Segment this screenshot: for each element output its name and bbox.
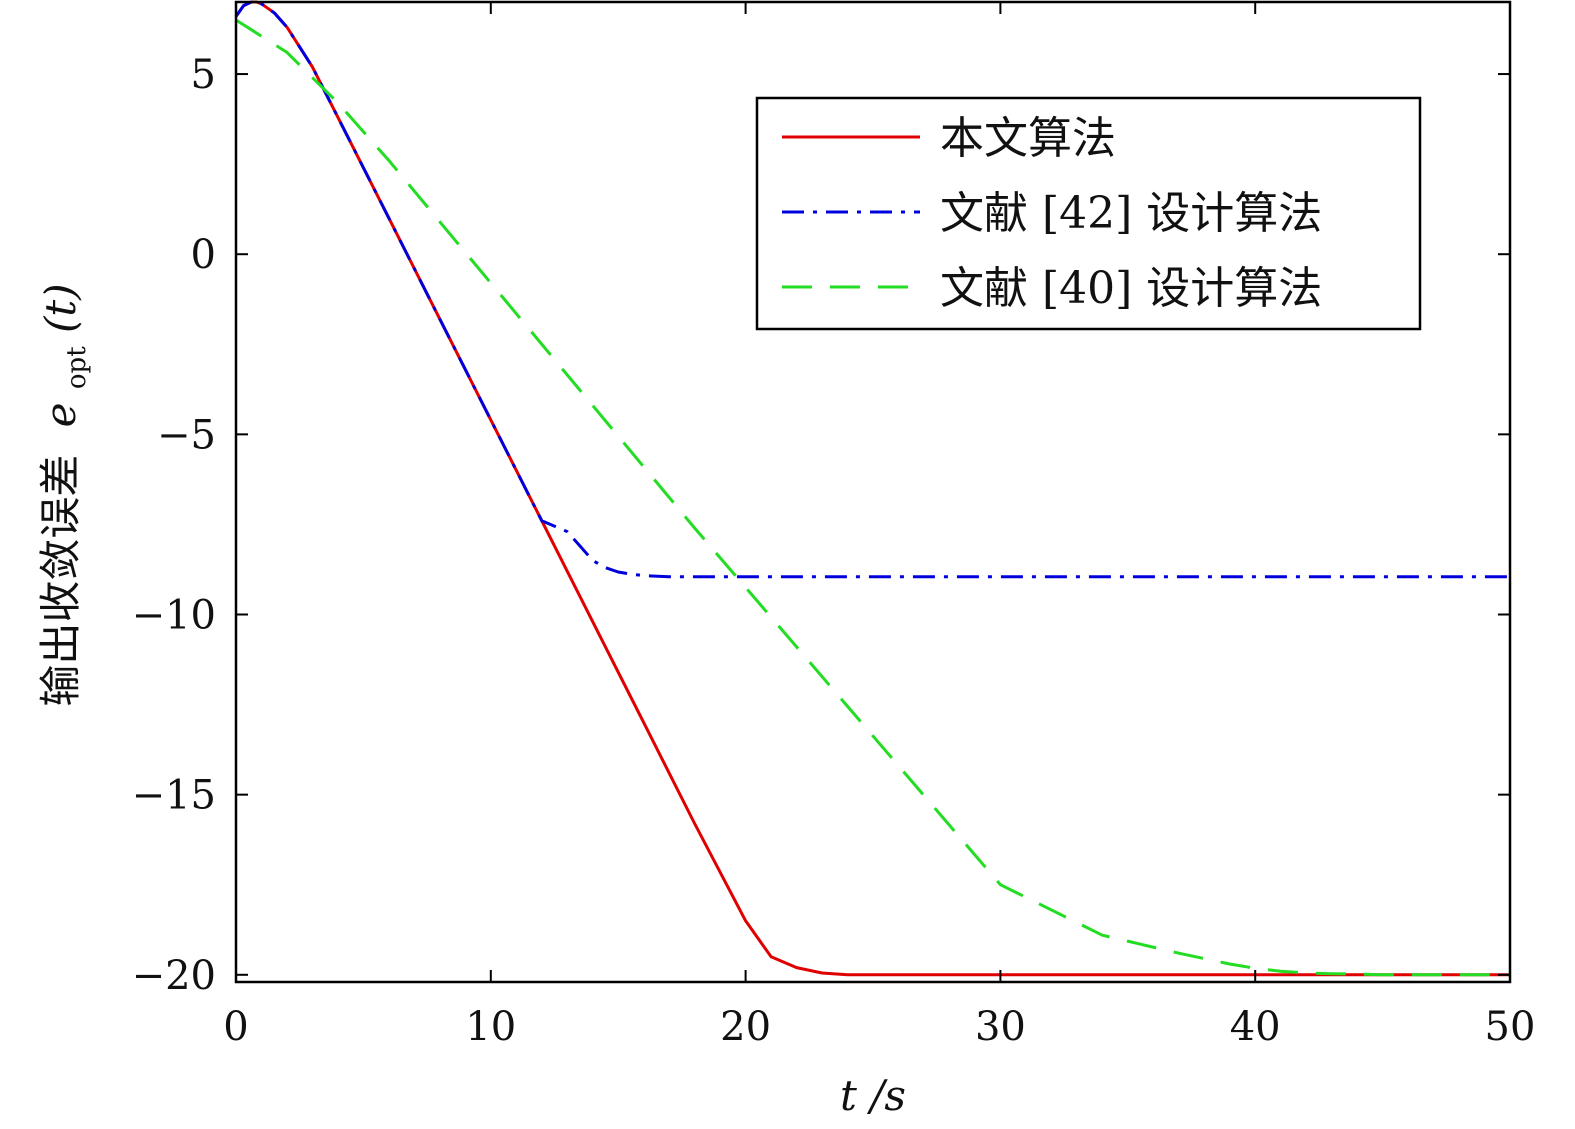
y-axis-label-suffix: (t) bbox=[36, 283, 85, 333]
y-tick-label: −15 bbox=[132, 773, 216, 819]
series-line-1 bbox=[234, 0, 1510, 579]
x-tick-label: 50 bbox=[1485, 1004, 1536, 1050]
y-tick-label: −5 bbox=[157, 412, 216, 458]
x-tick-label: 40 bbox=[1230, 1004, 1281, 1050]
series-line-2 bbox=[235, 18, 1510, 977]
legend-label-series-0: 本文算法 bbox=[940, 113, 1116, 164]
y-tick-label: 5 bbox=[191, 52, 216, 98]
y-axis-label: 输出收敛误差 e opt (t) bbox=[36, 283, 95, 706]
y-axis-label-symbol: e bbox=[36, 402, 85, 427]
legend-label-series-1: 文献 [42] 设计算法 bbox=[940, 188, 1322, 239]
y-tick-label: −10 bbox=[132, 593, 216, 639]
y-axis-label-subscript: opt bbox=[62, 346, 92, 389]
y-tick-label: −20 bbox=[132, 953, 216, 999]
x-axis-label: t /s bbox=[840, 1071, 906, 1120]
legend-label-series-2: 文献 [40] 设计算法 bbox=[940, 263, 1322, 314]
legend: 本文算法 文献 [42] 设计算法 文献 [40] 设计算法 bbox=[755, 96, 1422, 331]
y-tick-label: 0 bbox=[191, 232, 216, 278]
x-tick-label: 30 bbox=[975, 1004, 1026, 1050]
x-tick-label: 0 bbox=[223, 1004, 248, 1050]
x-tick-label: 10 bbox=[465, 1004, 516, 1050]
y-axis-label-prefix: 输出收敛误差 bbox=[36, 455, 85, 707]
plot-frame bbox=[234, 0, 1512, 984]
x-tick-label: 20 bbox=[720, 1004, 771, 1050]
series-layer bbox=[234, 0, 1510, 977]
